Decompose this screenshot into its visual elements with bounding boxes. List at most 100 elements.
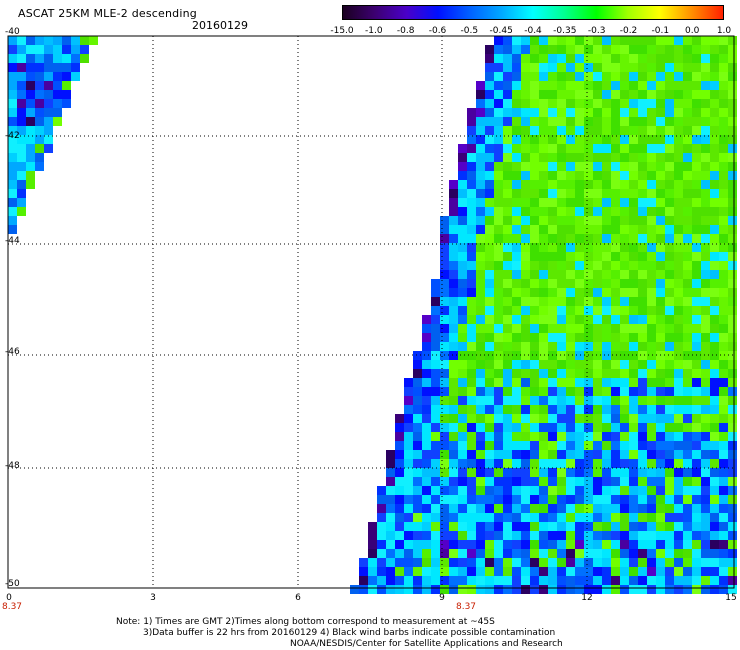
swath-cell xyxy=(575,423,584,432)
swath-cell xyxy=(512,207,521,216)
swath-cell xyxy=(8,207,17,216)
swath-cell xyxy=(467,459,476,468)
swath-cell xyxy=(674,459,683,468)
colorbar-label: -0.6 xyxy=(428,26,447,36)
swath-cell xyxy=(467,504,476,513)
swath-cell xyxy=(719,522,728,531)
swath-cell xyxy=(503,171,512,180)
swath-cell xyxy=(674,567,683,576)
swath-cell xyxy=(674,90,683,99)
swath-cell xyxy=(503,81,512,90)
swath-cell xyxy=(62,36,71,45)
swath-cell xyxy=(575,540,584,549)
swath-cell xyxy=(539,306,548,315)
swath-cell xyxy=(728,162,737,171)
swath-cell xyxy=(485,198,494,207)
swath-cell xyxy=(449,540,458,549)
swath-cell xyxy=(503,414,512,423)
swath-cell xyxy=(647,117,656,126)
swath-cell xyxy=(431,432,440,441)
swath-cell xyxy=(458,423,467,432)
swath-cell xyxy=(548,558,557,567)
swath-cell xyxy=(629,585,638,594)
swath-cell xyxy=(485,504,494,513)
swath-cell xyxy=(521,54,530,63)
map-title: ASCAT 25KM MLE-2 descending xyxy=(18,7,197,20)
swath-cell xyxy=(512,144,521,153)
swath-cell xyxy=(647,288,656,297)
swath-cell xyxy=(449,513,458,522)
swath-cell xyxy=(512,405,521,414)
swath-cell xyxy=(719,387,728,396)
swath-cell xyxy=(476,162,485,171)
swath-cell xyxy=(593,342,602,351)
swath-cell xyxy=(539,36,548,45)
swath-cell xyxy=(629,126,638,135)
swath-cell xyxy=(449,225,458,234)
swath-cell xyxy=(440,270,449,279)
swath-cell xyxy=(710,576,719,585)
swath-cell xyxy=(602,405,611,414)
swath-cell xyxy=(44,72,53,81)
swath-cell xyxy=(692,243,701,252)
swath-cell xyxy=(368,558,377,567)
swath-cell xyxy=(656,297,665,306)
swath-cell xyxy=(584,450,593,459)
swath-cell xyxy=(548,234,557,243)
swath-cell xyxy=(629,216,638,225)
swath-cell xyxy=(692,468,701,477)
swath-cell xyxy=(467,387,476,396)
swath-cell xyxy=(584,432,593,441)
swath-cell xyxy=(647,585,656,594)
swath-cell xyxy=(602,261,611,270)
swath-cell xyxy=(602,495,611,504)
swath-cell xyxy=(584,234,593,243)
swath-cell xyxy=(629,423,638,432)
swath-cell xyxy=(665,315,674,324)
swath-cell xyxy=(710,351,719,360)
swath-cell xyxy=(422,567,431,576)
colorbar-label: -0.5 xyxy=(460,26,479,36)
swath-cell xyxy=(656,81,665,90)
swath-cell xyxy=(647,126,656,135)
swath-cell xyxy=(431,459,440,468)
swath-cell xyxy=(656,279,665,288)
swath-cell xyxy=(701,540,710,549)
swath-cell xyxy=(674,333,683,342)
swath-cell xyxy=(710,459,719,468)
swath-cell xyxy=(404,585,413,594)
swath-cell xyxy=(548,144,557,153)
swath-cell xyxy=(440,459,449,468)
swath-cell xyxy=(566,576,575,585)
swath-cell xyxy=(458,333,467,342)
swath-cell xyxy=(548,63,557,72)
swath-cell xyxy=(485,63,494,72)
swath-cell xyxy=(467,405,476,414)
swath-cell xyxy=(467,297,476,306)
swath-cell xyxy=(647,90,656,99)
swath-cell xyxy=(701,279,710,288)
swath-cell xyxy=(728,36,737,45)
swath-cell xyxy=(665,324,674,333)
swath-cell xyxy=(521,387,530,396)
swath-cell xyxy=(539,81,548,90)
swath-cell xyxy=(485,477,494,486)
swath-cell xyxy=(728,342,737,351)
swath-cell xyxy=(566,306,575,315)
swath-cell xyxy=(539,450,548,459)
swath-cell xyxy=(710,396,719,405)
swath-cell xyxy=(665,243,674,252)
swath-cell xyxy=(719,63,728,72)
swath-cell xyxy=(485,468,494,477)
swath-cell xyxy=(521,333,530,342)
swath-cell xyxy=(566,279,575,288)
swath-cell xyxy=(485,423,494,432)
swath-cell xyxy=(530,423,539,432)
swath-cell xyxy=(44,45,53,54)
swath-cell xyxy=(692,90,701,99)
swath-cell xyxy=(53,81,62,90)
swath-cell xyxy=(467,477,476,486)
swath-cell xyxy=(530,369,539,378)
swath-cell xyxy=(413,585,422,594)
swath-cell xyxy=(683,162,692,171)
